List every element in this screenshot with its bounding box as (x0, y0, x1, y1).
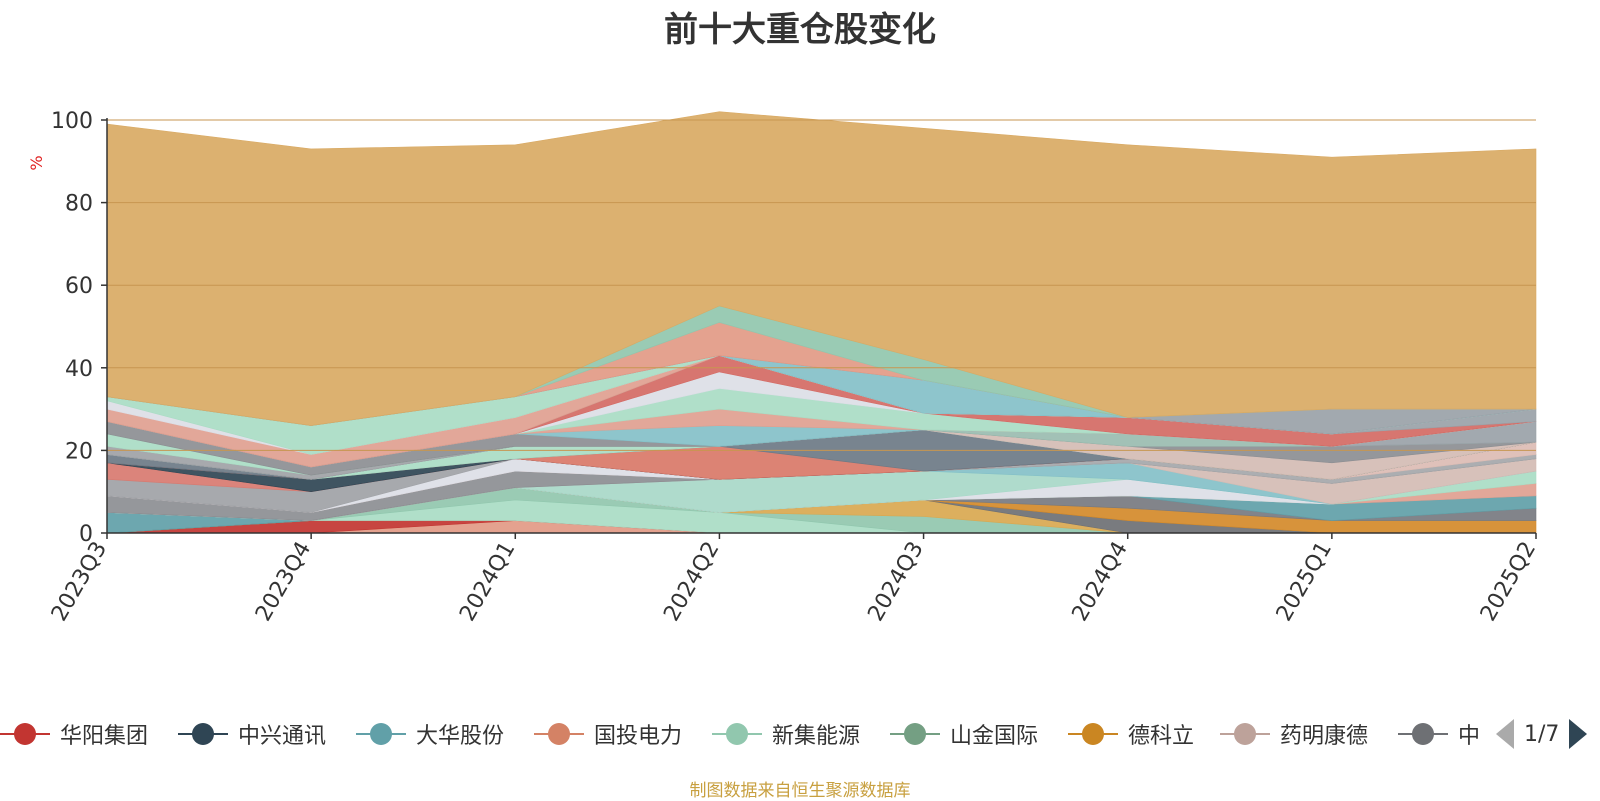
x-tick-label: 2024Q4 (1068, 538, 1133, 626)
y-tick-label: 80 (65, 192, 93, 217)
legend-label: 大华股份 (416, 724, 505, 749)
legend-label: 中兴通讯 (238, 724, 327, 749)
legend-marker-icon (1068, 722, 1118, 746)
y-tick-labels: 0 20 40 60 80 100 (51, 109, 93, 547)
legend-item-8[interactable]: 药明康德 (1220, 712, 1368, 756)
y-unit-label: % (27, 155, 46, 170)
legend-label: 华阳集团 (60, 724, 149, 749)
y-tick-label: 60 (65, 274, 93, 299)
legend-marker-icon (712, 722, 762, 746)
area-series-49[interactable] (106, 111, 1537, 426)
x-tick-label: 2024Q3 (863, 538, 928, 626)
legend-item-9[interactable]: 中兴 (1398, 712, 1480, 756)
legend-marker-icon (0, 722, 50, 746)
x-tick-label: 2023Q3 (47, 538, 112, 626)
legend-prev-page-icon[interactable] (1496, 719, 1514, 749)
legend-marker-icon (356, 722, 406, 746)
legend-item-1[interactable]: 华阳集团 (0, 712, 148, 756)
x-tick-label: 2023Q4 (251, 538, 316, 626)
legend-item-2[interactable]: 中兴通讯 (178, 712, 326, 756)
legend-next-page-icon[interactable] (1569, 719, 1588, 749)
legend-label: 新集能源 (772, 724, 861, 749)
legend-item-6[interactable]: 山金国际 (890, 712, 1038, 756)
chart-title: 前十大重仓股变化 (664, 10, 936, 50)
legend-marker-icon (534, 722, 584, 746)
legend-label: 药明康德 (1280, 724, 1369, 749)
legend-label: 中兴 (1458, 724, 1480, 749)
y-tick-label: 40 (65, 357, 93, 382)
area-series-layer (106, 111, 1537, 534)
source-note: 制图数据来自恒生聚源数据库 (689, 781, 911, 801)
x-tick-label: 2024Q1 (455, 538, 520, 626)
legend-item-4[interactable]: 国投电力 (534, 712, 682, 756)
legend-pager: 1/7 (1496, 712, 1588, 756)
x-tick-label: 2025Q2 (1476, 538, 1541, 626)
legend-item-5[interactable]: 新集能源 (712, 712, 860, 756)
y-tick-label: 0 (79, 522, 93, 547)
grid-lines (107, 119, 1536, 451)
legend: 华阳集团 中兴通讯 大华股份 国投电力 新集能源 山金国际 德科立 药明康德 中兴 1/7 (0, 712, 1600, 756)
x-tick-label: 2024Q2 (659, 538, 724, 626)
legend-label: 国投电力 (594, 724, 683, 749)
y-tick-label: 20 (65, 439, 93, 464)
x-tick-label: 2025Q1 (1272, 538, 1337, 626)
legend-marker-icon (1220, 722, 1270, 746)
y-tick-label: 100 (51, 109, 93, 134)
legend-page-indicator: 1/7 (1524, 721, 1560, 747)
legend-label: 德科立 (1128, 724, 1195, 749)
legend-marker-icon (890, 722, 940, 746)
axes (101, 118, 1537, 539)
legend-items: 华阳集团 中兴通讯 大华股份 国投电力 新集能源 山金国际 德科立 药明康德 中兴 (0, 712, 1480, 756)
x-tick-labels: 2023Q3 2023Q4 2024Q1 2024Q2 2024Q3 2024Q4 2025… (47, 538, 1541, 626)
legend-marker-icon (1398, 722, 1448, 746)
legend-marker-icon (178, 722, 228, 746)
legend-label: 山金国际 (950, 724, 1039, 749)
legend-item-7[interactable]: 德科立 (1068, 712, 1194, 756)
legend-item-3[interactable]: 大华股份 (356, 712, 504, 756)
